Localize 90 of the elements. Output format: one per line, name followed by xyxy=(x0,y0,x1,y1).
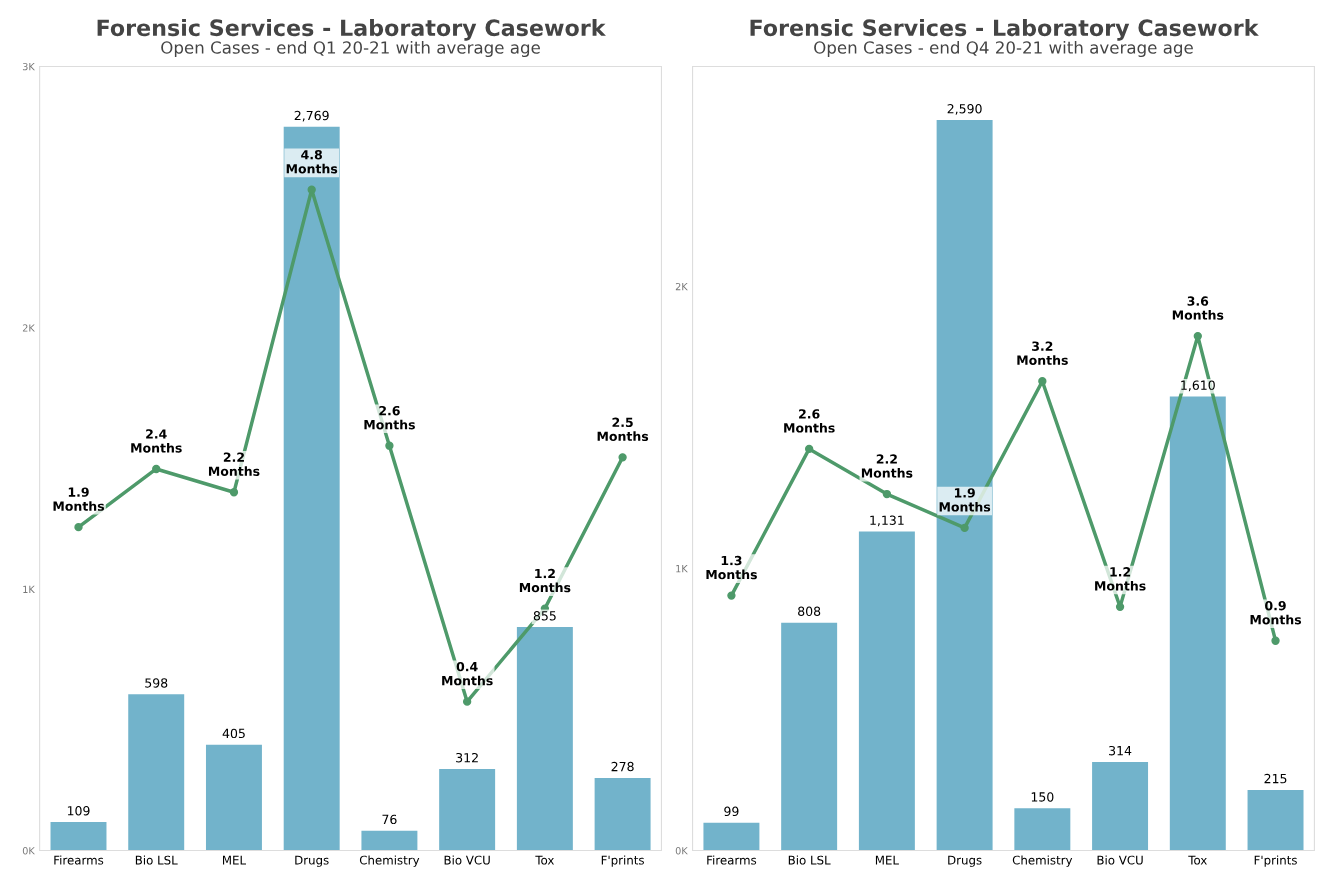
point xyxy=(229,488,239,497)
y-tick-label: 0K xyxy=(22,847,35,855)
data-label: 2.5 Months xyxy=(597,417,649,442)
y-tick-label: 0K xyxy=(675,847,688,855)
data-label: 598 xyxy=(145,678,168,688)
data-label: 1.9 Months xyxy=(939,488,991,512)
x-tick-label: Tox xyxy=(535,855,555,865)
chart-title: Forensic Services - Laboratory Casework xyxy=(97,18,606,41)
x-tick-label: Firearms xyxy=(54,855,104,865)
data-label: 3.2 Months xyxy=(1017,341,1068,365)
data-label: 808 xyxy=(798,606,821,617)
bar xyxy=(283,126,340,851)
data-label: 2.2 Months xyxy=(208,452,260,476)
x-tick-label: Chemistry xyxy=(1012,855,1073,867)
data-label: 2,769 xyxy=(294,110,329,122)
y-tick-label: 2K xyxy=(675,282,688,291)
data-label: 0.4 Months xyxy=(442,661,493,686)
data-label: 99 xyxy=(724,806,739,817)
data-label: 312 xyxy=(456,752,478,763)
x-tick-label: F'prints xyxy=(601,855,644,867)
bar xyxy=(50,822,107,851)
data-label: 109 xyxy=(67,806,90,816)
bar xyxy=(1014,808,1071,851)
data-label: 150 xyxy=(1031,792,1054,802)
x-tick-label: Drugs xyxy=(295,855,329,867)
point xyxy=(1038,377,1047,386)
data-label: 215 xyxy=(1264,773,1287,784)
data-label: 76 xyxy=(382,814,397,825)
point xyxy=(152,464,161,474)
x-tick-label: Bio LSL xyxy=(788,855,831,865)
data-label: 3.6 Months xyxy=(1172,296,1224,320)
y-tick-label: 1K xyxy=(23,585,35,593)
chart-title: Forensic Services - Laboratory Casework xyxy=(750,18,1259,41)
bar xyxy=(361,830,418,851)
bar xyxy=(781,622,838,851)
data-label: 1.9 Months xyxy=(53,487,105,511)
bar xyxy=(1092,762,1149,851)
point xyxy=(1271,636,1280,645)
point xyxy=(1115,602,1125,612)
bar xyxy=(516,627,573,851)
point xyxy=(385,441,394,450)
x-tick-label: Bio VCU xyxy=(1097,855,1143,865)
chart-subtitle: Open Cases - end Q4 20-21 with average age xyxy=(814,40,1193,58)
data-label: 855 xyxy=(533,611,556,621)
x-tick-label: MEL xyxy=(223,855,246,865)
bar xyxy=(205,744,262,851)
bar xyxy=(128,694,185,851)
bar xyxy=(1169,396,1226,851)
data-label: 1.2 Months xyxy=(1095,567,1146,591)
x-tick-label: F'prints xyxy=(1254,855,1297,867)
point xyxy=(882,489,892,499)
data-label: 2.4 Months xyxy=(131,429,182,453)
bar xyxy=(594,777,651,851)
x-tick-label: Drugs xyxy=(948,855,982,867)
data-label: 1.3 Months xyxy=(706,555,757,580)
point xyxy=(804,444,814,454)
x-tick-label: Chemistry xyxy=(359,855,420,867)
bar xyxy=(1247,789,1304,851)
point xyxy=(960,523,969,533)
data-label: 278 xyxy=(611,761,634,772)
data-label: 1.2 Months xyxy=(519,568,571,593)
data-label: 2.6 Months xyxy=(364,405,415,430)
chart-subtitle: Open Cases - end Q1 20-21 with average age xyxy=(161,40,540,58)
x-tick-label: Firearms xyxy=(707,855,757,865)
x-tick-label: Tox xyxy=(1188,855,1207,865)
data-label: 0.9 Months xyxy=(1250,600,1302,625)
bar xyxy=(858,531,915,851)
data-label: 1,131 xyxy=(870,515,904,527)
y-tick-label: 2K xyxy=(22,324,35,332)
point xyxy=(74,522,83,532)
x-tick-label: Bio VCU xyxy=(444,855,490,865)
bar xyxy=(703,822,760,851)
point xyxy=(307,185,316,194)
x-tick-label: MEL xyxy=(875,855,899,865)
bar xyxy=(936,120,993,851)
data-label: 1,610 xyxy=(1181,380,1215,392)
data-label: 2.6 Months xyxy=(784,409,835,433)
bar xyxy=(439,769,496,851)
y-tick-label: 1K xyxy=(676,565,688,573)
point xyxy=(727,591,736,600)
y-tick-label: 3K xyxy=(22,62,35,71)
data-label: 405 xyxy=(222,728,245,739)
point xyxy=(618,453,627,462)
point xyxy=(1193,331,1202,341)
x-tick-label: Bio LSL xyxy=(135,855,178,865)
data-label: 2.2 Months xyxy=(861,454,913,478)
data-label: 2,590 xyxy=(947,104,982,115)
data-label: 314 xyxy=(1109,745,1132,756)
point xyxy=(462,697,472,706)
data-label: 4.8 Months xyxy=(286,150,338,174)
